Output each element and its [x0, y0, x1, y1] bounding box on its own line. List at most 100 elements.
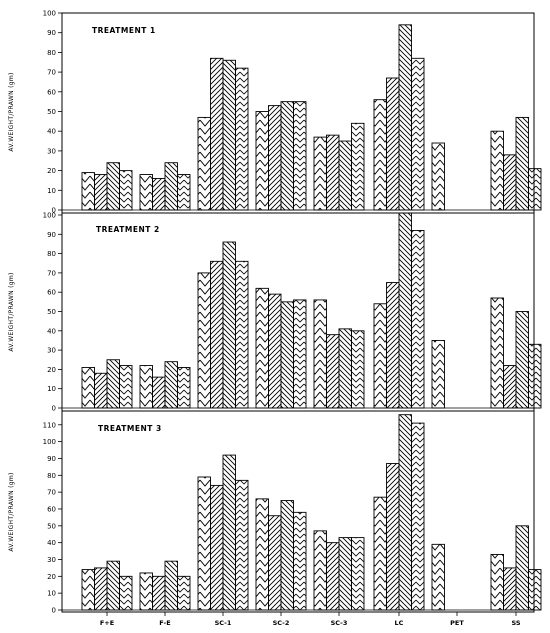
y-tick-label: 80 [47, 250, 56, 258]
panel-treatment-2: TREATMENT 2 AV.WEIGHT/PRAWN (gm) 0 10 20 30… [8, 212, 542, 413]
bar [210, 260, 224, 409]
bar [222, 454, 236, 611]
bar [431, 340, 445, 409]
y-tick-label: 70 [47, 69, 56, 77]
y-tick-label: 10 [47, 385, 56, 393]
x-tick-label: F-E [159, 619, 170, 627]
bar [222, 59, 236, 211]
bar [528, 343, 542, 409]
x-tick-label: PET [450, 619, 464, 627]
bar [293, 511, 307, 611]
bar [411, 422, 425, 611]
bar [351, 330, 365, 409]
bar [106, 560, 120, 611]
x-tick-label: LC [395, 619, 404, 627]
y-tick-label: 50 [47, 522, 56, 530]
bar [268, 105, 282, 211]
bar [152, 178, 166, 211]
bar [338, 537, 352, 611]
y-tick-label: 100 [43, 438, 56, 446]
y-tick-label: 10 [47, 590, 56, 598]
bar [81, 367, 95, 409]
bar [398, 414, 412, 611]
bar [255, 111, 269, 211]
panel-title-1: TREATMENT 1 [92, 26, 156, 35]
bar [338, 328, 352, 409]
bar [81, 569, 95, 611]
bar [515, 116, 529, 211]
bar [119, 575, 133, 611]
bar [280, 500, 294, 611]
bar [268, 293, 282, 409]
bar [164, 560, 178, 611]
y-axis-label-1: AV.WEIGHT/PRAWN (gm) [8, 72, 15, 151]
bar [293, 101, 307, 211]
bar [139, 174, 153, 211]
bar [515, 525, 529, 611]
bar [94, 567, 108, 611]
y-tick-label: 0 [52, 207, 56, 215]
y-tick-label: 30 [47, 347, 56, 355]
x-tick-label: SC-2 [273, 619, 290, 627]
y-tick-label: 50 [47, 308, 56, 316]
bar [235, 479, 249, 611]
x-tick-label: F+E [100, 619, 114, 627]
bar [373, 303, 387, 409]
bar [235, 67, 249, 211]
bar [81, 172, 95, 211]
y-tick-label: 0 [52, 607, 56, 615]
y-axis-label-2: AV.WEIGHT/PRAWN (gm) [8, 272, 15, 351]
bar [326, 334, 340, 409]
bar [411, 229, 425, 409]
bar [490, 297, 504, 409]
x-tick-label: SC-1 [215, 619, 232, 627]
bar [373, 496, 387, 611]
bar [411, 57, 425, 211]
y-tick-label: 60 [47, 88, 56, 96]
y-tick-label: 20 [47, 167, 56, 175]
bar [139, 572, 153, 611]
y-tick-label: 80 [47, 49, 56, 57]
bar [386, 282, 400, 409]
bar [490, 553, 504, 611]
panel-title-3: TREATMENT 3 [98, 424, 162, 433]
y-tick-label: 30 [47, 556, 56, 564]
y-tick-label: 40 [47, 327, 56, 335]
bar [528, 168, 542, 211]
bar [503, 567, 517, 611]
bar [313, 299, 327, 409]
bar [177, 174, 191, 211]
y-tick-label: 20 [47, 573, 56, 581]
panel-treatment-1: TREATMENT 1 AV.WEIGHT/PRAWN (gm) 0 10 20 30… [8, 10, 542, 215]
plot-frame [61, 12, 535, 613]
bar [386, 463, 400, 611]
bar [351, 122, 365, 211]
bar [164, 162, 178, 211]
bar [197, 476, 211, 611]
bar [197, 272, 211, 409]
bar [338, 140, 352, 211]
bar [313, 136, 327, 211]
bar [235, 260, 249, 409]
bar [398, 212, 412, 409]
bar [490, 130, 504, 211]
y-tick-label: 0 [52, 405, 56, 413]
bar [164, 361, 178, 409]
panel-title-2: TREATMENT 2 [96, 225, 160, 234]
bar [515, 311, 529, 409]
y-tick-label: 90 [47, 231, 56, 239]
bar [94, 372, 108, 409]
bar [326, 134, 340, 211]
y-tick-label: 60 [47, 505, 56, 513]
panel-treatment-3: TREATMENT 3 AV.WEIGHT/PRAWN (gm) 0 10 20 30… [8, 410, 542, 615]
bar [94, 174, 108, 211]
y-tick-label: 70 [47, 269, 56, 277]
bar [351, 537, 365, 611]
bar [197, 116, 211, 211]
bar [210, 484, 224, 611]
y-tick-label: 60 [47, 289, 56, 297]
bar [152, 575, 166, 611]
y-tick-label: 90 [47, 455, 56, 463]
bar [268, 515, 282, 611]
bar [177, 367, 191, 409]
